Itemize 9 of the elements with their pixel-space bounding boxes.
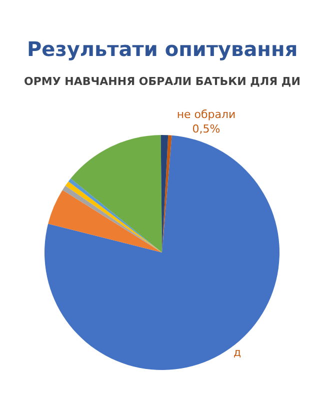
pie-slice (70, 135, 162, 252)
slice-label: не обрали (176, 108, 236, 122)
data-label: 0,5% (192, 122, 220, 136)
chart-title: Результати опитування (27, 37, 298, 61)
slice-label: д (234, 346, 242, 359)
chart-subtitle: ОРМУ НАВЧАННЯ ОБРАЛИ БАТЬКИ ДЛЯ ДИ (24, 75, 300, 88)
pie-slice (44, 135, 280, 370)
pie-slice (48, 190, 162, 252)
pie-slice (162, 135, 172, 252)
